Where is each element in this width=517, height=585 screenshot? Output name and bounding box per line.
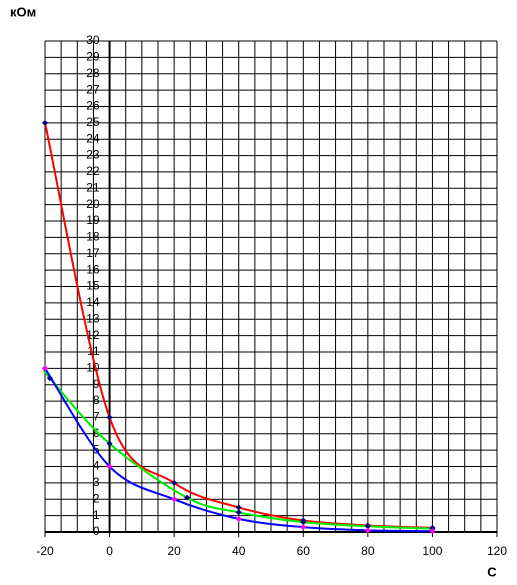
y-tick-label: 24 <box>86 131 100 145</box>
y-tick-label: 18 <box>86 230 100 244</box>
x-tick-label: -20 <box>36 544 54 558</box>
y-tick-label: 27 <box>86 82 100 96</box>
point-marker <box>184 494 191 501</box>
y-tick-label: 26 <box>86 99 100 113</box>
point-marker <box>42 119 48 126</box>
point-marker <box>171 496 178 503</box>
point-marker <box>300 519 307 526</box>
point-marker <box>235 504 242 511</box>
x-axis-label: C <box>487 564 497 579</box>
y-tick-label: 8 <box>93 393 100 407</box>
x-tick-label: 20 <box>167 544 181 558</box>
y-tick-label: 9 <box>93 377 100 391</box>
y-tick-label: 25 <box>86 115 100 129</box>
y-tick-label: 20 <box>86 197 100 211</box>
y-tick-label: 29 <box>86 50 100 64</box>
y-tick-label: 13 <box>86 311 100 325</box>
x-tick-label: 40 <box>232 544 246 558</box>
y-tick-label: 3 <box>93 475 100 489</box>
y-tick-label: 10 <box>86 361 100 375</box>
y-tick-label: 14 <box>86 295 100 309</box>
y-tick-label: 23 <box>86 148 100 162</box>
y-tick-label: 19 <box>86 213 100 227</box>
y-tick-label: 4 <box>93 459 100 473</box>
point-marker <box>106 440 113 447</box>
point-marker <box>364 527 371 534</box>
y-tick-label: 2 <box>93 491 100 505</box>
y-tick-label: 1 <box>93 508 100 522</box>
y-tick-label: 30 <box>86 33 100 47</box>
y-axis-label: кОм <box>10 4 36 19</box>
y-tick-label: 7 <box>93 410 100 424</box>
point-marker <box>42 365 48 372</box>
x-tick-label: 60 <box>297 544 311 558</box>
x-tick-label: 100 <box>422 544 442 558</box>
x-tick-label: 0 <box>106 544 113 558</box>
point-marker <box>106 414 113 421</box>
point-marker <box>364 523 371 530</box>
y-tick-label: 22 <box>86 164 100 178</box>
y-tick-label: 16 <box>86 262 100 276</box>
y-tick-label: 15 <box>86 279 100 293</box>
point-marker <box>300 524 307 531</box>
point-marker <box>235 515 242 522</box>
x-tick-label: 80 <box>361 544 375 558</box>
x-tick-label: 120 <box>487 544 507 558</box>
point-marker <box>171 479 178 486</box>
y-tick-label: 28 <box>86 66 100 80</box>
y-tick-label: 6 <box>93 426 100 440</box>
y-tick-label: 12 <box>86 328 100 342</box>
y-tick-label: 17 <box>86 246 100 260</box>
point-marker <box>429 528 436 535</box>
point-marker <box>235 509 242 516</box>
y-tick-label: 21 <box>86 180 100 194</box>
point-marker <box>106 463 113 470</box>
